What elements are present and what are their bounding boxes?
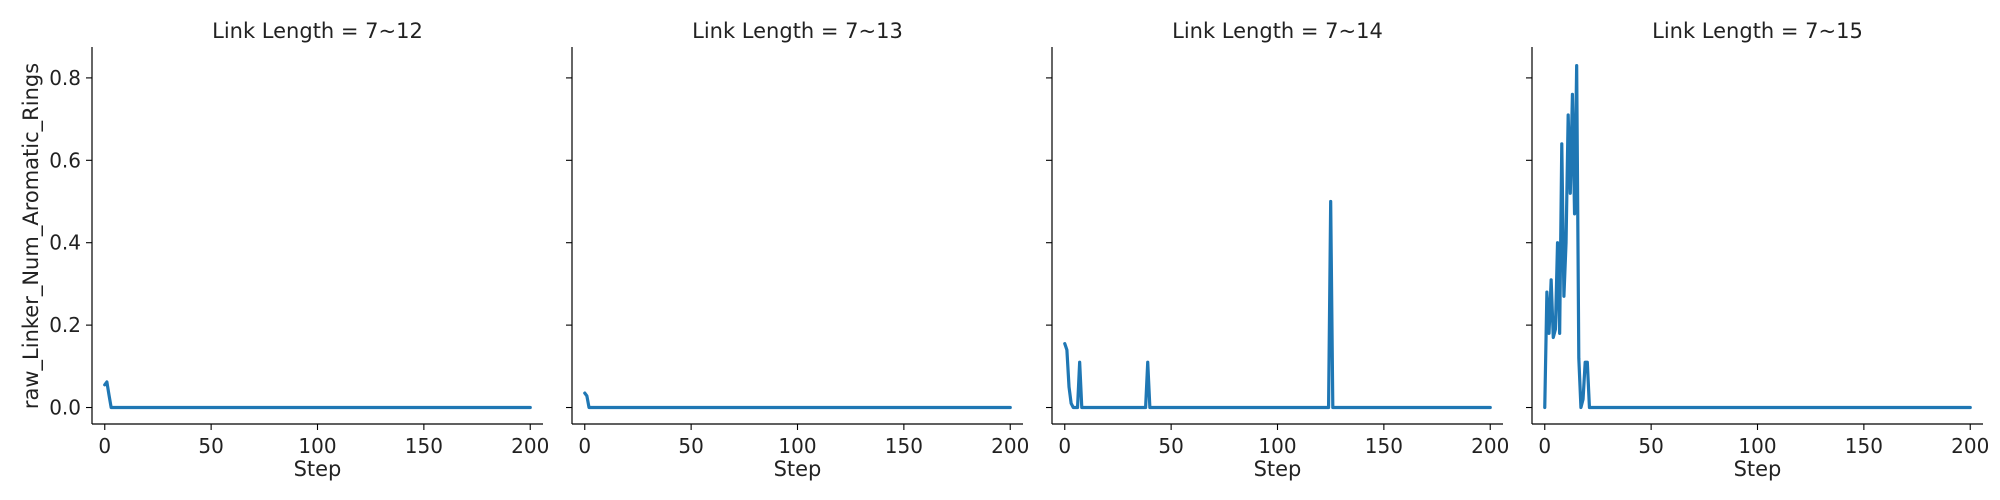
- x-tick-label: 100: [1738, 434, 1776, 458]
- x-axis-label: Step: [1254, 457, 1302, 481]
- y-tick-label: 0.2: [49, 313, 81, 337]
- panel-title: Link Length = 7~13: [692, 19, 903, 43]
- x-axis-label: Step: [294, 457, 342, 481]
- y-axis-label: raw_Linker_Num_Aromatic_Rings: [19, 63, 44, 409]
- x-tick-label: 200: [991, 434, 1029, 458]
- series-line: [103, 380, 532, 410]
- x-tick-label: 150: [1845, 434, 1883, 458]
- series-line: [1063, 199, 1492, 410]
- y-tick-label: 0.0: [49, 396, 81, 420]
- x-tick-label: 150: [885, 434, 923, 458]
- x-tick-label: 50: [1158, 434, 1183, 458]
- panel-3: Link Length = 7~14 0 50 100 150 200 Step: [1046, 19, 1509, 481]
- x-tick-label: 0: [1058, 434, 1071, 458]
- series-line: [583, 391, 1012, 410]
- panel-1: Link Length = 7~12 0.0 0.2 0.4 0.6 0.8 0 50 100 1…: [49, 19, 549, 481]
- x-tick-label: 200: [511, 434, 549, 458]
- x-tick-label: 200: [1951, 434, 1989, 458]
- x-tick-label: 0: [98, 434, 111, 458]
- x-tick-label: 0: [1538, 434, 1551, 458]
- x-axis-label: Step: [1734, 457, 1782, 481]
- x-tick-label: 50: [1638, 434, 1663, 458]
- x-tick-label: 150: [1365, 434, 1403, 458]
- x-tick-label: 50: [678, 434, 703, 458]
- panel-title: Link Length = 7~15: [1652, 19, 1863, 43]
- y-tick-label: 0.6: [49, 148, 81, 172]
- panel-title: Link Length = 7~14: [1172, 19, 1383, 43]
- x-axis-label: Step: [774, 457, 822, 481]
- y-tick-label: 0.4: [49, 231, 81, 255]
- x-tick-label: 100: [1258, 434, 1296, 458]
- panel-4: Link Length = 7~15 0 50 100 150 200 Step: [1526, 19, 1989, 481]
- x-tick-label: 50: [198, 434, 223, 458]
- x-tick-label: 200: [1471, 434, 1509, 458]
- y-tick-label: 0.8: [49, 66, 81, 90]
- x-tick-label: 100: [298, 434, 336, 458]
- panel-2: Link Length = 7~13 0 50 100 150 200 Step: [566, 19, 1029, 481]
- series-line: [1543, 63, 1972, 410]
- x-tick-label: 150: [405, 434, 443, 458]
- panel-title: Link Length = 7~12: [212, 19, 423, 43]
- x-tick-label: 0: [578, 434, 591, 458]
- x-tick-label: 100: [778, 434, 816, 458]
